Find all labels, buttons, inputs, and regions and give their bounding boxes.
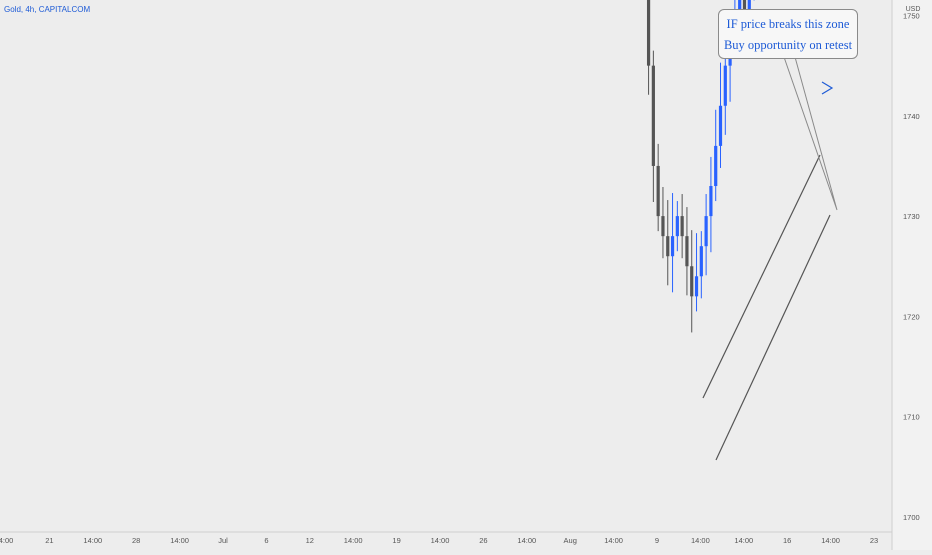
candle-body — [718, 105, 723, 146]
time-tick-label: 16 — [783, 536, 791, 545]
time-tick-label: 26 — [479, 536, 487, 545]
candle-body — [723, 65, 727, 106]
candle-body — [714, 145, 718, 187]
candle-body — [646, 0, 651, 66]
time-tick-label: 6 — [264, 536, 268, 545]
candle-body — [666, 236, 670, 257]
time-tick-label: 28 — [132, 536, 140, 545]
annotation-line-2: Buy opportunity on retest — [723, 38, 853, 52]
candle-body — [694, 276, 699, 297]
time-tick-label: 14:00 — [734, 536, 753, 545]
annotation-line-1: IF price breaks this zone — [726, 17, 850, 31]
time-tick-label: 14:00 — [604, 536, 623, 545]
time-tick-label: 14:00 — [691, 536, 710, 545]
time-tick-label: 14:00 — [517, 536, 536, 545]
time-tick-label: 14:00 — [821, 536, 840, 545]
time-tick-label: 14:00 — [431, 536, 450, 545]
price-tick-label: 1720 — [903, 312, 920, 321]
time-tick-label: 12 — [306, 536, 314, 545]
time-tick-label: Jul — [218, 536, 228, 545]
time-tick-label: Aug — [564, 536, 577, 545]
candle-body — [670, 236, 675, 257]
price-tick-label: 1730 — [903, 212, 920, 221]
time-tick-label: 14:00 — [344, 536, 363, 545]
channel-lower-line — [715, 214, 831, 461]
price-tick-label: 1710 — [903, 413, 920, 422]
candle-body — [675, 216, 679, 237]
candle-body — [661, 216, 665, 237]
price-tick-label: 1740 — [903, 112, 920, 121]
candle-body — [704, 216, 708, 247]
annotation-callout: IF price breaks this zone Buy opportunit… — [718, 9, 858, 59]
time-tick-label: 21 — [45, 536, 53, 545]
candle-body — [685, 236, 689, 267]
symbol-label: Gold, 4h, CAPITALCOM — [4, 5, 91, 14]
time-tick-label: 4:00 — [0, 536, 13, 545]
candle-body — [651, 65, 655, 166]
candle-body — [709, 186, 713, 217]
candle-body — [690, 266, 694, 297]
resistance-arrow-icon — [821, 81, 834, 95]
price-unit-label: USD — [906, 6, 921, 13]
time-tick-label: 23 — [870, 536, 878, 545]
price-tick-label: 1750 — [903, 12, 920, 21]
candle-body — [656, 165, 660, 217]
price-axis-panel — [892, 0, 932, 550]
candle-body — [738, 0, 742, 16]
time-tick-label: 14:00 — [170, 536, 189, 545]
candle-body — [699, 246, 703, 277]
time-tick-label: 9 — [655, 536, 659, 545]
time-tick-label: 14:00 — [83, 536, 102, 545]
time-tick-label: 19 — [392, 536, 400, 545]
price-tick-label: 1700 — [903, 513, 920, 522]
callout-pointer — [783, 56, 838, 211]
candle-body — [747, 0, 751, 16]
channel-upper-line — [702, 154, 821, 399]
candle-body — [680, 216, 684, 237]
candle-body — [742, 0, 747, 16]
